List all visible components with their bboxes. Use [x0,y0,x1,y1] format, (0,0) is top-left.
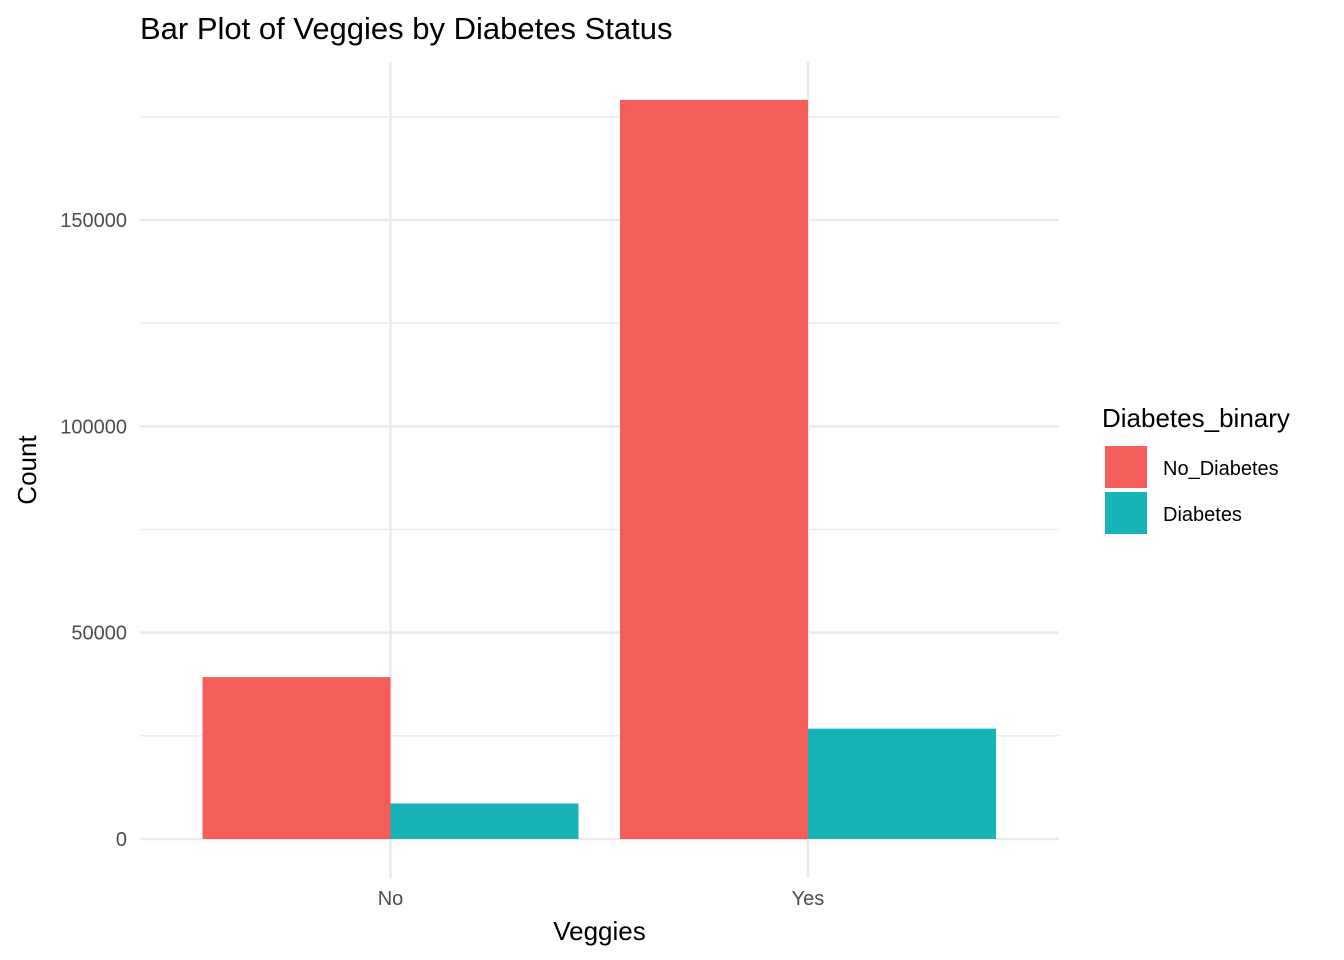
legend-label-no-diabetes: No_Diabetes [1163,458,1279,480]
bar-no-diabetes-yes [620,99,808,839]
legend-key-no-diabetes [1105,446,1147,488]
y-tick-label: 150000 [60,210,127,232]
bar-diabetes-yes [808,728,996,839]
bar-diabetes-no [390,803,579,839]
y-axis-title: Count [12,435,42,505]
y-tick-label: 0 [116,829,127,851]
legend: Diabetes_binary No_Diabetes Diabetes [1102,403,1290,534]
x-tick-label: Yes [792,888,825,910]
x-axis-tick-labels: No Yes [378,888,825,910]
chart-title: Bar Plot of Veggies by Diabetes Status [140,11,672,46]
y-axis-tick-labels: 0 50000 100000 150000 [60,210,127,851]
x-axis-title: Veggies [553,916,646,946]
legend-title: Diabetes_binary [1102,403,1290,433]
y-tick-label: 100000 [60,416,127,438]
bar-no-diabetes-no [202,677,391,839]
bars [202,99,996,839]
y-tick-label: 50000 [71,623,127,645]
legend-label-diabetes: Diabetes [1163,504,1242,526]
x-tick-label: No [378,888,404,910]
legend-key-diabetes [1105,492,1147,534]
